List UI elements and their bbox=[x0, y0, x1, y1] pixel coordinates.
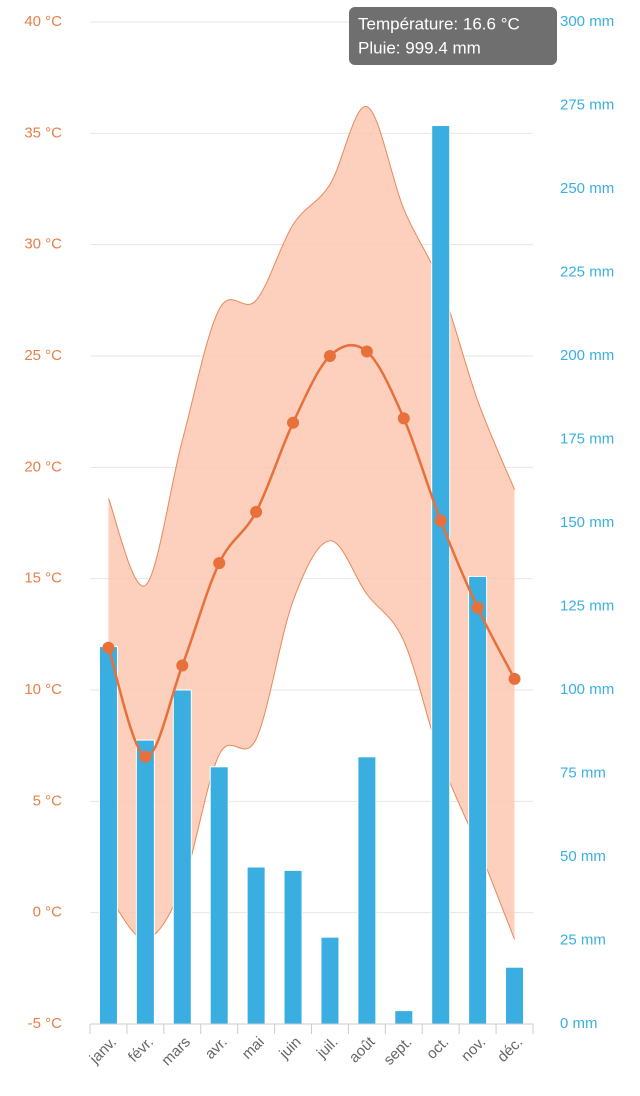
x-tick-label: janv. bbox=[86, 1034, 120, 1068]
rain-bar bbox=[246, 866, 266, 1025]
x-tick-label: août bbox=[346, 1033, 379, 1066]
temperature-point bbox=[397, 412, 410, 425]
y2-tick-label: 0 mm bbox=[560, 1015, 598, 1032]
rain-bar bbox=[431, 125, 451, 1025]
x-tick-label: oct. bbox=[423, 1034, 452, 1063]
y2-tick-label: 300 mm bbox=[560, 13, 614, 30]
y2-tick-label: 50 mm bbox=[560, 848, 606, 865]
x-tick-label: sept. bbox=[380, 1034, 415, 1069]
temperature-point bbox=[139, 750, 152, 763]
y2-tick-label: 125 mm bbox=[560, 597, 614, 614]
temperature-point bbox=[287, 416, 300, 429]
y2-tick-label: 225 mm bbox=[560, 263, 614, 280]
y-tick-label: 15 °C bbox=[24, 570, 62, 587]
rain-bar bbox=[135, 739, 155, 1025]
y-tick-label: 40 °C bbox=[24, 13, 62, 30]
tooltip-line: Température: 16.6 °C bbox=[358, 14, 520, 33]
temperature-range bbox=[108, 106, 515, 940]
x-tick-label: juin bbox=[275, 1034, 304, 1063]
y2-tick-label: 100 mm bbox=[560, 681, 614, 698]
x-tick-label: févr. bbox=[125, 1034, 157, 1066]
rain-bar bbox=[468, 575, 488, 1025]
y-tick-label: 20 °C bbox=[24, 458, 62, 475]
y-tick-label: 10 °C bbox=[24, 681, 62, 698]
y2-tick-label: 250 mm bbox=[560, 180, 614, 197]
y-tick-label: 25 °C bbox=[24, 347, 62, 364]
x-tick-label: avr. bbox=[202, 1034, 231, 1063]
rain-bar bbox=[283, 869, 303, 1025]
x-tick-label: mars bbox=[158, 1034, 194, 1070]
y-tick-label: 5 °C bbox=[33, 792, 63, 809]
temperature-point bbox=[176, 659, 189, 672]
y2-tick-label: 75 mm bbox=[560, 764, 606, 781]
x-tick-label: nov. bbox=[458, 1034, 489, 1065]
y2-tick-label: 175 mm bbox=[560, 430, 614, 447]
rain-bar bbox=[320, 936, 340, 1025]
rain-bar bbox=[172, 689, 192, 1025]
temperature-point bbox=[102, 641, 115, 654]
temperature-point bbox=[213, 557, 226, 570]
tooltip: Température: 16.6 °C Pluie: 999.4 mm bbox=[349, 7, 557, 65]
rain-bar bbox=[357, 756, 377, 1025]
y2-tick-label: 25 mm bbox=[560, 931, 606, 948]
temperature-point bbox=[508, 672, 521, 685]
y2-tick-label: 275 mm bbox=[560, 96, 614, 113]
y-tick-label: -5 °C bbox=[28, 1015, 63, 1032]
rain-bar bbox=[98, 646, 118, 1025]
x-tick-label: juil. bbox=[313, 1034, 342, 1063]
temperature-point bbox=[471, 601, 484, 614]
rain-bar bbox=[209, 766, 229, 1025]
rain-bar bbox=[505, 966, 525, 1025]
temperature-point bbox=[323, 350, 336, 362]
x-tick-label: déc. bbox=[494, 1034, 526, 1066]
y-tick-label: 0 °C bbox=[33, 904, 63, 921]
temperature-point bbox=[250, 505, 263, 518]
x-tick-label: mai bbox=[239, 1034, 268, 1063]
y2-tick-label: 150 mm bbox=[560, 514, 614, 531]
temperature-point bbox=[360, 345, 373, 358]
tooltip-box bbox=[349, 7, 557, 65]
temperature-point bbox=[434, 514, 447, 527]
rain-bar bbox=[394, 1010, 414, 1025]
y-tick-label: 30 °C bbox=[24, 236, 62, 253]
y2-tick-label: 200 mm bbox=[560, 347, 614, 364]
tooltip-line: Pluie: 999.4 mm bbox=[358, 38, 481, 57]
y-tick-label: 35 °C bbox=[24, 124, 62, 141]
